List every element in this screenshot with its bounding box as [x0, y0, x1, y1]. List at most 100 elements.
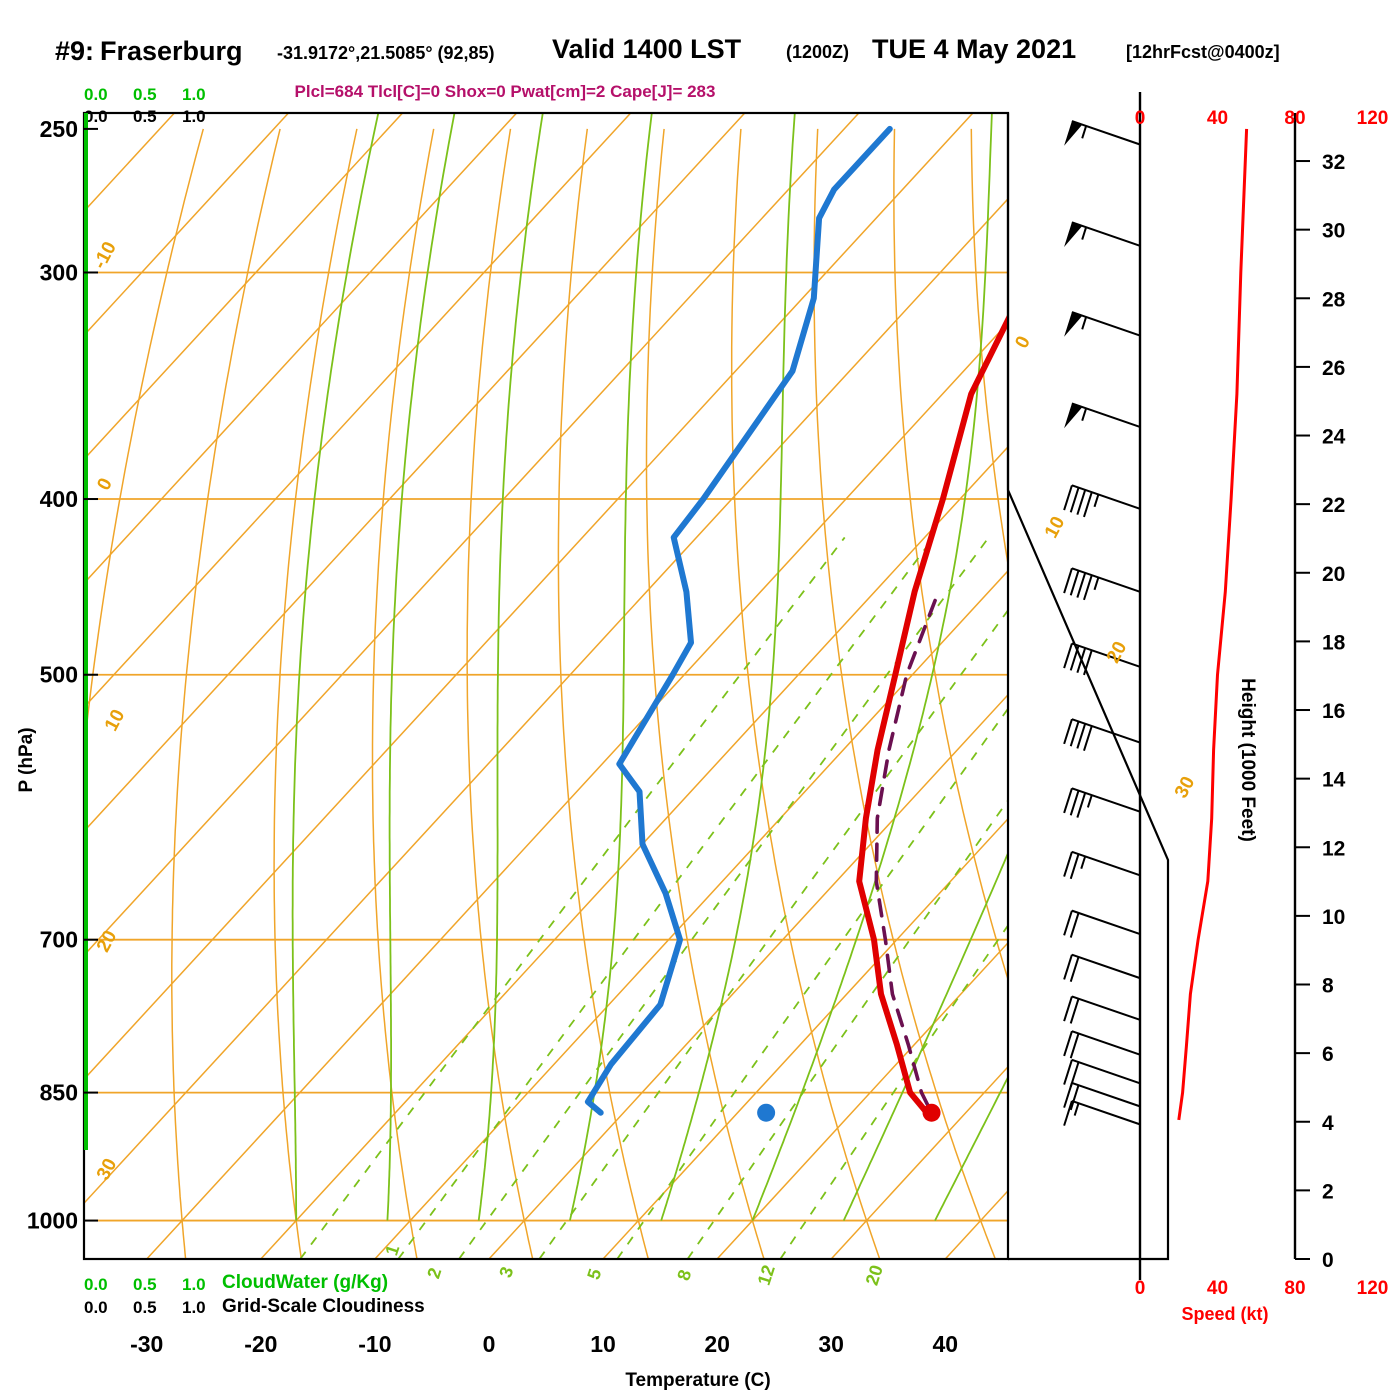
temperature-tick-40: 40: [932, 1331, 958, 1357]
cloudiness-top-0: 0.0: [84, 107, 108, 126]
height-tick-16: 16: [1322, 700, 1345, 723]
station-coords: -31.9172°,21.5085° (92,85): [277, 43, 495, 63]
cloudwater-bottom-0: 0.0: [84, 1275, 108, 1294]
wind-barbs: [1063, 120, 1141, 1126]
temperature-tick-30: 30: [818, 1331, 844, 1357]
wind-barb: [1063, 642, 1141, 676]
speed-tick-bottom-40: 40: [1207, 1278, 1228, 1299]
pressure-tick-500: 500: [40, 662, 78, 688]
temperature-curve: [856, 313, 1008, 1119]
dry-adiabat-label--10: -10: [89, 238, 120, 272]
height-tick-32: 32: [1322, 151, 1345, 174]
speed-profile-curve: [1177, 128, 1249, 1121]
wind-barb: [1063, 850, 1141, 880]
dry-adiabat-label-right-30: 30: [1171, 773, 1199, 802]
mixing-ratio-label-8: 8: [673, 1267, 695, 1283]
dewpoint-curve: [584, 125, 893, 1116]
mixing-ratio-label-2: 2: [423, 1265, 445, 1281]
mixing-ratio-label-5: 5: [583, 1266, 605, 1282]
mixing-ratio-label-20: 20: [862, 1263, 887, 1288]
background-grid: [84, 113, 1008, 1259]
header-title-row: #9: Fraserburg -31.9172°,21.5085° (92,85…: [0, 34, 1400, 70]
height-tick-14: 14: [1322, 769, 1346, 792]
dry-adiabat-label-10: 10: [101, 706, 129, 735]
wind-barb: [1064, 221, 1141, 247]
station-name: Fraserburg: [100, 36, 243, 66]
cloudwater-bottom-2: 1.0: [182, 1275, 206, 1294]
mixing-ratio-label-3: 3: [495, 1264, 517, 1280]
height-tick-0: 0: [1322, 1249, 1334, 1272]
cloudwater-legend-label: CloudWater (g/Kg): [222, 1272, 389, 1293]
station-id: #9:: [55, 36, 95, 66]
pressure-axis-title: P (hPa): [16, 727, 37, 792]
mixing-ratio-label-12: 12: [754, 1263, 779, 1288]
height-axis-title: Height (1000 Feet): [1237, 678, 1258, 842]
wind-barb: [1063, 567, 1141, 601]
speed-axis-title: Speed (kt): [1181, 1304, 1268, 1324]
speed-tick-bottom-80: 80: [1284, 1278, 1305, 1299]
forecast-tag: [12hrFcst@0400z]: [1126, 42, 1280, 62]
valid-time: Valid 1400 LST: [552, 34, 742, 64]
temperature-tick-10: 10: [590, 1331, 616, 1357]
wind-barb: [1064, 402, 1141, 429]
valid-time-utc: (1200Z): [786, 42, 850, 62]
cloudiness-top-2: 1.0: [182, 107, 206, 126]
cloudwater-top-1: 0.5: [133, 85, 157, 104]
wind-barb: [1063, 1081, 1141, 1111]
cloudwater-top-0: 0.0: [84, 85, 108, 104]
dry-adiabat-label-30: 30: [93, 1155, 121, 1184]
wind-barb: [1063, 1030, 1141, 1059]
cloudiness-bottom-1: 0.5: [133, 1298, 157, 1317]
surface-markers: [757, 1103, 941, 1122]
parcel-curve: [874, 598, 937, 1115]
wind-barb-panel: [1006, 113, 1170, 1261]
pressure-tick-400: 400: [40, 486, 78, 512]
saturated-adiabat-lines: [291, 113, 1008, 1222]
sounding-curves: [584, 125, 1008, 1119]
cloudiness-bottom-2: 1.0: [182, 1298, 206, 1317]
wind-barb: [1063, 995, 1141, 1024]
height-tick-22: 22: [1322, 494, 1345, 517]
cloudwater-top-2: 1.0: [182, 85, 206, 104]
wind-barb: [1064, 311, 1141, 337]
pressure-tick-850: 850: [40, 1080, 78, 1106]
cloudiness-bottom-0: 0.0: [84, 1298, 108, 1317]
height-tick-6: 6: [1322, 1043, 1334, 1066]
height-tick-24: 24: [1322, 426, 1346, 449]
wind-barb: [1063, 1099, 1141, 1126]
height-tick-30: 30: [1322, 220, 1345, 243]
temperature-tick--30: -30: [130, 1331, 163, 1357]
height-tick-26: 26: [1322, 357, 1345, 380]
height-tick-8: 8: [1322, 975, 1334, 998]
height-tick-12: 12: [1322, 837, 1345, 860]
speed-tick-top-120: 120: [1357, 108, 1389, 129]
temperature-tick-20: 20: [704, 1331, 730, 1357]
height-tick-18: 18: [1322, 631, 1346, 654]
height-tick-10: 10: [1322, 906, 1345, 929]
cloudiness-legend-label: Grid-Scale Cloudiness: [222, 1296, 425, 1317]
temperature-tick--20: -20: [244, 1331, 277, 1357]
height-tick-2: 2: [1322, 1180, 1334, 1203]
wind-barb: [1063, 1058, 1141, 1088]
pressure-tick-300: 300: [40, 259, 78, 285]
wind-barb: [1063, 484, 1141, 518]
temperature-tick--10: -10: [358, 1331, 391, 1357]
speed-curve: [1177, 128, 1249, 1121]
speed-tick-top-0: 0: [1135, 108, 1146, 129]
height-tick-28: 28: [1322, 288, 1346, 311]
mixing-ratio-label-1: 1: [381, 1242, 403, 1258]
height-tick-20: 20: [1322, 563, 1345, 586]
cloudwater-bottom-1: 0.5: [133, 1275, 157, 1294]
pressure-tick-250: 250: [40, 116, 78, 142]
valid-date: TUE 4 May 2021: [872, 34, 1077, 64]
plot-frame: [82, 111, 1010, 1261]
mixing-ratio-lines: [299, 536, 1008, 1259]
speed-tick-bottom-120: 120: [1357, 1278, 1389, 1299]
dry-adiabat-label-20: 20: [93, 927, 121, 956]
speed-tick-top-40: 40: [1207, 108, 1228, 129]
pressure-tick-1000: 1000: [27, 1208, 78, 1234]
pressure-tick-700: 700: [40, 927, 78, 953]
dry-adiabat-label-right-0: 0: [1011, 333, 1035, 352]
